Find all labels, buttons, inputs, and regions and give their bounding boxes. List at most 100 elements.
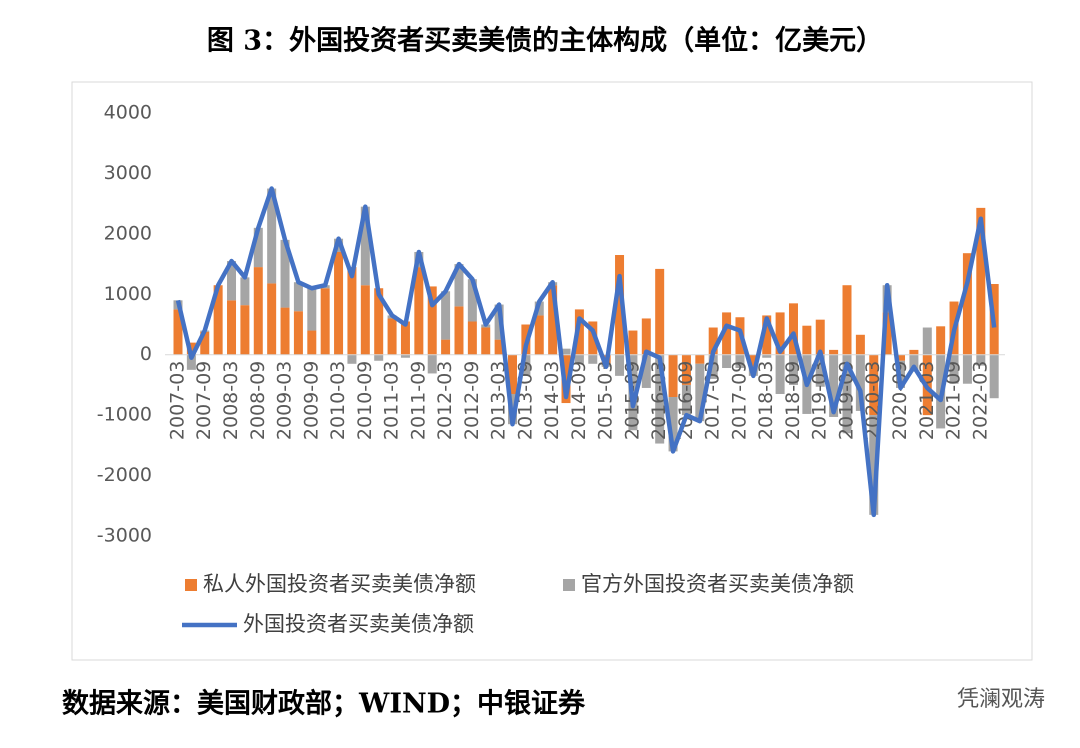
bar xyxy=(574,354,584,364)
bar xyxy=(775,354,785,394)
bar xyxy=(360,206,370,286)
chart-title: 图 3：外国投资者买卖美债的主体构成（单位：亿美元） xyxy=(207,25,883,57)
bar xyxy=(454,264,464,307)
x-tick-label: 2015-03 xyxy=(595,361,617,440)
bar xyxy=(481,327,491,355)
bar xyxy=(681,384,691,416)
bar xyxy=(494,339,504,355)
bar xyxy=(641,354,651,388)
bar xyxy=(280,239,290,308)
bar xyxy=(949,354,959,384)
bar xyxy=(708,327,718,355)
bar xyxy=(936,326,946,355)
bar xyxy=(227,261,237,301)
watermark: 凭澜观涛 xyxy=(957,687,1045,712)
bar xyxy=(293,282,303,312)
y-tick-label: 0 xyxy=(140,343,152,365)
bar xyxy=(267,283,277,355)
bar xyxy=(668,397,678,452)
bar xyxy=(387,318,397,355)
bar xyxy=(307,288,317,331)
bar xyxy=(855,334,865,355)
source: 数据来源：美国财政部；WIND；中银证券 xyxy=(62,688,586,720)
y-tick-label: 3000 xyxy=(104,162,152,184)
x-tick-label: 2021-09 xyxy=(943,361,965,440)
bar xyxy=(441,339,451,355)
bar xyxy=(829,354,839,417)
bar xyxy=(681,354,691,385)
bar xyxy=(347,354,357,364)
bar xyxy=(173,309,183,355)
y-tick-label: -3000 xyxy=(97,525,152,547)
bar xyxy=(200,331,210,355)
x-tick-label: 2012-03 xyxy=(434,361,456,440)
x-tick-label: 2008-03 xyxy=(220,361,242,440)
bar xyxy=(360,285,370,355)
x-tick-label: 2009-03 xyxy=(274,361,296,440)
bar xyxy=(922,327,932,355)
bar xyxy=(695,354,705,364)
chart-frame xyxy=(71,81,1033,661)
x-tick-label: 2011-09 xyxy=(407,361,429,440)
bar xyxy=(909,354,919,372)
bar xyxy=(815,319,825,355)
bar xyxy=(869,415,879,515)
bar xyxy=(788,354,798,385)
y-tick-label: -2000 xyxy=(97,464,152,486)
bar xyxy=(534,315,544,355)
bar xyxy=(896,354,906,361)
bar xyxy=(762,354,772,358)
x-tick-label: 2014-09 xyxy=(568,361,590,440)
x-tick-label: 2011-03 xyxy=(381,361,403,440)
bar xyxy=(748,354,758,367)
legend-swatch xyxy=(563,579,575,591)
line xyxy=(175,186,997,518)
bar xyxy=(253,267,263,355)
bar xyxy=(842,285,852,355)
legend-swatch xyxy=(185,579,197,591)
bar xyxy=(186,354,196,370)
bar xyxy=(374,288,384,355)
bar xyxy=(628,330,638,355)
bar xyxy=(467,279,477,322)
bar xyxy=(213,285,223,355)
bar xyxy=(548,285,558,355)
x-tick-label: 2022-03 xyxy=(969,361,991,440)
legend-label: 官方外国投资者买卖美债净额 xyxy=(581,572,854,596)
bar xyxy=(882,312,892,355)
bar xyxy=(374,354,384,361)
x-tick-label: 2014-03 xyxy=(541,361,563,440)
bar xyxy=(561,348,571,355)
bar xyxy=(521,354,531,376)
x-tick-label: 2007-09 xyxy=(193,361,215,440)
bar xyxy=(775,312,785,355)
bar xyxy=(307,330,317,355)
x-tick-label: 2018-03 xyxy=(755,361,777,440)
legend-label: 私人外国投资者买卖美债净额 xyxy=(203,572,476,596)
bar xyxy=(293,311,303,355)
bar xyxy=(722,354,732,369)
bar xyxy=(267,188,277,284)
bar xyxy=(708,354,718,379)
bar xyxy=(615,354,625,376)
bar xyxy=(668,354,678,398)
bar xyxy=(427,286,437,355)
bar xyxy=(441,291,451,340)
bar xyxy=(227,300,237,355)
bar xyxy=(240,277,250,306)
legend-label: 外国投资者买卖美债净额 xyxy=(243,612,474,636)
bar xyxy=(788,303,798,355)
x-tick-label: 2009-09 xyxy=(300,361,322,440)
bar xyxy=(467,321,477,355)
bar xyxy=(320,288,330,355)
bar xyxy=(842,354,852,434)
x-tick-label: 2012-09 xyxy=(461,361,483,440)
bar xyxy=(588,354,598,364)
bar xyxy=(508,354,517,394)
bar xyxy=(347,267,357,355)
bar xyxy=(735,354,745,369)
bar xyxy=(414,267,424,355)
bar xyxy=(588,321,598,355)
bar xyxy=(400,321,410,355)
